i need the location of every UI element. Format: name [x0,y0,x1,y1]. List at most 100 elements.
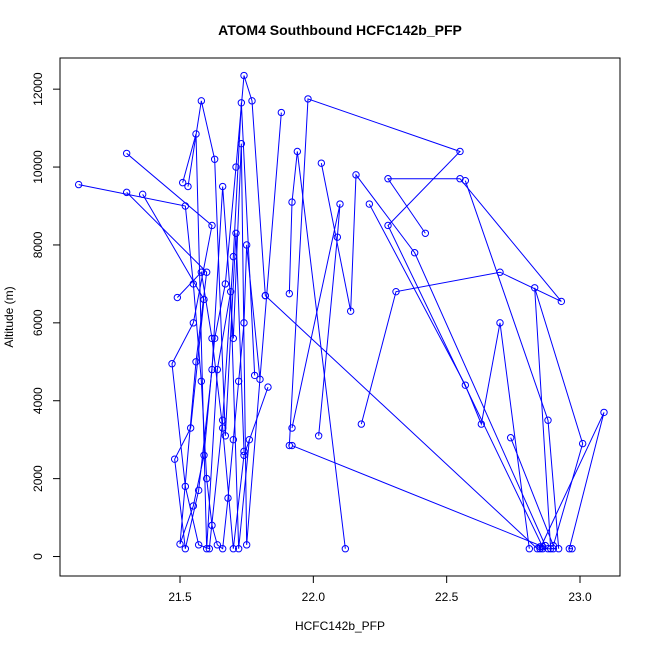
series-group [285,95,547,551]
data-point [304,95,312,103]
data-point [202,545,211,553]
data-point [250,371,259,380]
y-tick-label: 4000 [31,387,45,414]
data-point [234,545,243,553]
series-group [138,108,286,553]
data-point [194,486,203,495]
chart-title: ATOM4 Southbound HCFC142b_PFP [218,22,462,38]
data-point [218,182,227,191]
series-line [539,412,605,550]
data-point [178,178,187,187]
y-tick-label: 6000 [31,309,45,336]
x-axis-label: HCFC142b_PFP [295,619,385,633]
data-point [288,424,296,432]
data-point [122,149,131,158]
series-line [291,445,554,550]
data-point [229,435,238,444]
data-point [565,545,574,553]
series-group [261,291,547,553]
data-point [200,295,208,304]
data-point [138,190,147,199]
data-point [248,97,256,105]
series-line [291,203,341,436]
series-line [510,287,584,549]
data-point [421,229,430,237]
data-point [410,249,419,257]
series-group [365,200,534,553]
y-tick-label: 10000 [31,150,45,184]
data-point [461,381,470,389]
data-point [530,284,539,292]
series-line [288,151,346,549]
data-point [277,108,286,117]
data-point [221,432,230,440]
data-point [197,97,206,105]
data-point [218,545,227,553]
data-point [208,365,216,374]
data-point [224,494,232,502]
data-point [194,541,203,549]
series-line [360,178,562,425]
data-point [336,200,344,208]
series-group [288,441,558,553]
data-point [74,180,83,189]
y-axis-label: Altitude (m) [2,286,16,347]
y-tick-label: 0 [31,553,45,560]
data-point [293,147,302,156]
data-point [237,139,246,148]
data-point [202,268,211,276]
data-point [525,545,534,553]
data-point [197,268,206,276]
data-point [242,541,251,549]
x-tick-label: 22.0 [302,590,326,604]
series-line [187,100,245,452]
series-line [320,163,546,546]
data-point [181,545,190,553]
data-point [229,545,238,553]
y-tick-label: 2000 [31,465,45,492]
x-axis: 21.5 22.0 22.5 23.0 [168,575,592,604]
series-group [536,408,608,553]
data-point [544,545,552,553]
data-point [341,545,350,553]
data-point [122,188,131,197]
data-point [184,182,192,191]
data-point [288,198,296,206]
data-point [600,408,608,417]
data-point [232,163,240,171]
series-group [317,159,550,550]
data-point [285,289,294,298]
data-point [170,455,179,463]
data-point [314,432,323,440]
data-point [226,287,235,296]
data-point [189,319,198,327]
data-point [205,545,214,553]
series-line [288,98,544,548]
y-axis: 0 2000 4000 6000 8000 10000 12000 [31,72,61,560]
data-point [210,155,219,163]
data-point [568,545,576,553]
data-point [352,171,360,179]
data-point [189,502,198,510]
x-tick-label: 23.0 [568,590,592,604]
data-point [197,377,206,385]
data-point [477,420,486,428]
data-point [240,71,248,80]
data-point [242,241,251,249]
data-point [578,439,587,448]
series-line [264,295,543,550]
data-point [384,221,392,230]
series-group [357,175,566,428]
data-point [333,233,342,241]
data-point [208,221,216,230]
data-point [261,291,270,300]
data-point [357,420,366,428]
series-group [285,147,350,553]
series-group [184,97,248,456]
data-point [213,541,222,549]
series-group [288,200,344,440]
data-point [288,441,296,450]
data-point [213,365,222,374]
data-point [192,358,200,366]
